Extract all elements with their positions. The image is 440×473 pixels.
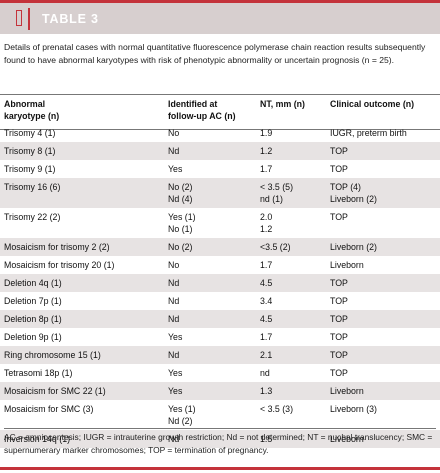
cell-followup-ac: No (2) [168, 242, 193, 252]
cell-nt: 1.7 [260, 332, 273, 342]
cell-outcome: Liveborn (3) [330, 404, 377, 414]
cell-followup-ac: Nd [168, 278, 180, 288]
table-row: Deletion 9p (1) Yes 1.7 TOP [0, 328, 440, 346]
cell-outcome: TOP [330, 212, 348, 222]
cell-followup-ac: Nd [168, 350, 180, 360]
table-header-bar: TABLE 3 [0, 0, 440, 34]
cell-followup-ac: Yes [168, 332, 183, 342]
cell-karyotype: Mosaicism for SMC (3) [4, 404, 94, 414]
cell-nt: 1.7 [260, 260, 273, 270]
bottom-rule [0, 467, 440, 470]
cell-followup-ac: No [168, 260, 180, 270]
table-row: Tetrasomi 18p (1) Yes nd TOP [0, 364, 440, 382]
cell-outcome: TOP [330, 164, 348, 174]
cell-karyotype: Ring chromosome 15 (1) [4, 350, 101, 360]
cell-followup-ac: Yes (1) Nd (2) [168, 404, 196, 426]
cell-outcome: TOP (4) Liveborn (2) [330, 182, 377, 204]
cell-nt: 1.9 [260, 128, 273, 138]
cell-karyotype: Trisomy 16 (6) [4, 182, 61, 192]
cell-outcome: Liveborn [330, 260, 364, 270]
table-row: Trisomy 4 (1) No 1.9 IUGR, preterm birth [0, 124, 440, 142]
table-row: Trisomy 8 (1) Nd 1.2 TOP [0, 142, 440, 160]
column-header-karyotype: Abnormal karyotype (n) [4, 99, 60, 121]
cell-nt: 1.3 [260, 386, 273, 396]
cell-outcome: Liveborn [330, 386, 364, 396]
table-row: Mosaicism for SMC (3) Yes (1) Nd (2) < 3.5 … [0, 400, 440, 430]
cell-outcome: TOP [330, 278, 348, 288]
cell-nt: 1.2 [260, 146, 273, 156]
cell-karyotype: Deletion 9p (1) [4, 332, 62, 342]
cell-nt: < 3.5 (3) [260, 404, 294, 414]
cell-outcome: TOP [330, 368, 348, 378]
cell-outcome: TOP [330, 296, 348, 306]
cell-karyotype: Trisomy 4 (1) [4, 128, 56, 138]
cell-karyotype: Deletion 8p (1) [4, 314, 62, 324]
cell-karyotype: Trisomy 22 (2) [4, 212, 61, 222]
cell-followup-ac: Nd [168, 314, 180, 324]
cell-nt: 2.1 [260, 350, 273, 360]
cell-nt: 3.4 [260, 296, 273, 306]
cell-nt: < 3.5 (5) nd (1) [260, 182, 294, 204]
table-row: Mosaicism for SMC 22 (1) Yes 1.3 Liveborn [0, 382, 440, 400]
cell-followup-ac: No [168, 128, 180, 138]
cell-nt: nd [260, 368, 270, 378]
cell-nt: 1.7 [260, 164, 273, 174]
cell-outcome: Liveborn [330, 434, 364, 444]
cell-followup-ac: Nd [168, 146, 180, 156]
cell-followup-ac: No (2) Nd (4) [168, 182, 193, 204]
cell-outcome: IUGR, preterm birth [330, 128, 407, 138]
cell-followup-ac: Yes [168, 368, 183, 378]
cell-karyotype: Tetrasomi 18p (1) [4, 368, 73, 378]
table-row: Deletion 7p (1) Nd 3.4 TOP [0, 292, 440, 310]
column-header-followup-ac: Identified at follow-up AC (n) [168, 99, 236, 121]
table-row: Deletion 8p (1) Nd 4.5 TOP [0, 310, 440, 328]
cell-karyotype: Trisomy 9 (1) [4, 164, 56, 174]
table-row: Mosaicism for trisomy 2 (2) No (2) <3.5 (2… [0, 238, 440, 256]
table-row: Trisomy 22 (2) Yes (1) No (1) 2.0 1.2 TOP [0, 208, 440, 238]
table-row: Mosaicism for trisomy 20 (1) No 1.7 Livebor… [0, 256, 440, 274]
table-row: Deletion 4q (1) Nd 4.5 TOP [0, 274, 440, 292]
cell-nt: <3.5 (2) [260, 242, 291, 252]
cell-nt: 1.5 [260, 434, 273, 444]
table-row: Inversion 14q (1) Nd 1.5 Liveborn [0, 430, 440, 448]
table-marker-icon [8, 8, 30, 30]
cell-outcome: TOP [330, 350, 348, 360]
table-row: Ring chromosome 15 (1) Nd 2.1 TOP [0, 346, 440, 364]
cell-nt: 2.0 1.2 [260, 212, 273, 234]
cell-outcome: Liveborn (2) [330, 242, 377, 252]
cell-followup-ac: Nd [168, 434, 180, 444]
cell-karyotype: Inversion 14q (1) [4, 434, 71, 444]
cell-outcome: TOP [330, 314, 348, 324]
table-caption: Details of prenatal cases with normal qu… [4, 42, 426, 65]
table-footnote: AC = amniocentesis; IUGR = intrauterine … [4, 428, 436, 456]
column-header-clinical-outcome: Clinical outcome (n) [330, 99, 415, 109]
cell-karyotype: Deletion 7p (1) [4, 296, 62, 306]
column-header-nt: NT, mm (n) [260, 99, 305, 109]
cell-followup-ac: Yes [168, 164, 183, 174]
cell-followup-ac: Nd [168, 296, 180, 306]
cell-followup-ac: Yes [168, 386, 183, 396]
cell-outcome: TOP [330, 332, 348, 342]
cell-karyotype: Mosaicism for trisomy 2 (2) [4, 242, 110, 252]
table-head: Abnormal karyotype (n) Identified at follo… [0, 94, 440, 130]
cell-followup-ac: Yes (1) No (1) [168, 212, 196, 234]
table-row: Trisomy 16 (6) No (2) Nd (4) < 3.5 (5) nd (1… [0, 178, 440, 208]
table-row: Trisomy 9 (1) Yes 1.7 TOP [0, 160, 440, 178]
cell-nt: 4.5 [260, 278, 273, 288]
cell-karyotype: Mosaicism for SMC 22 (1) [4, 386, 106, 396]
cell-karyotype: Trisomy 8 (1) [4, 146, 56, 156]
cell-karyotype: Mosaicism for trisomy 20 (1) [4, 260, 115, 270]
cell-nt: 4.5 [260, 314, 273, 324]
cell-outcome: TOP [330, 146, 348, 156]
cell-karyotype: Deletion 4q (1) [4, 278, 62, 288]
table-title: TABLE 3 [42, 12, 99, 26]
